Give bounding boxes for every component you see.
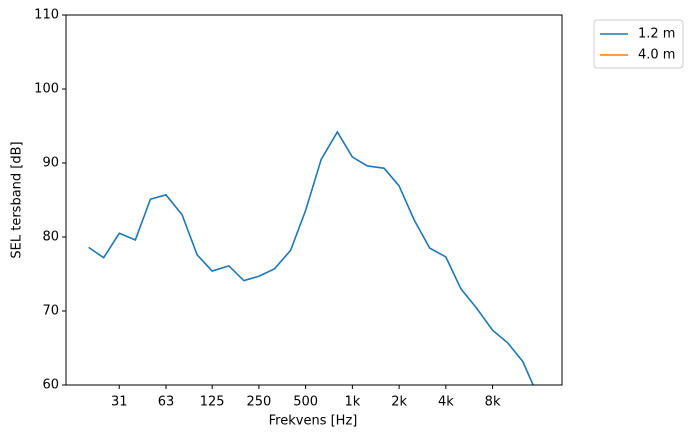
x-axis-label: Frekvens [Hz] (269, 414, 358, 429)
legend-label: 4.0 m (638, 48, 675, 63)
y-tick-label: 110 (34, 8, 59, 23)
x-tick-label: 500 (293, 395, 318, 410)
series-line (88, 130, 534, 385)
plot-frame (65, 14, 563, 386)
y-tick-label: 90 (42, 156, 59, 171)
x-tick-label: 2k (391, 395, 407, 410)
legend: 1.2 m 4.0 m (593, 19, 684, 69)
legend-box (593, 19, 684, 69)
x-tick-label: 8k (485, 395, 501, 410)
x-tick-label: 1k (344, 395, 360, 410)
x-tick-label: 63 (158, 395, 175, 410)
x-tick-label: 31 (111, 395, 128, 410)
x-tick-label: 4k (438, 395, 454, 410)
y-tick-label: 100 (34, 82, 59, 97)
y-tick-label: 70 (42, 304, 59, 319)
y-tick-label: 80 (42, 230, 59, 245)
legend-label: 1.2 m (638, 27, 675, 42)
x-tick-label: 250 (246, 395, 271, 410)
x-tick-label: 125 (200, 395, 225, 410)
y-tick-label: 60 (42, 378, 59, 393)
y-axis-label: SEL tersband [dB] (10, 141, 25, 258)
